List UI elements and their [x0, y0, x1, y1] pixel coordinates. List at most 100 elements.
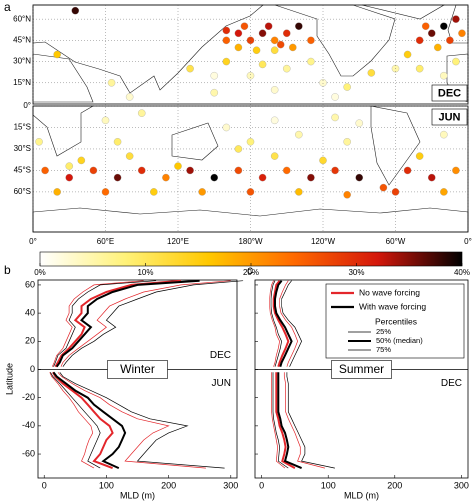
data-dot: [53, 188, 61, 196]
mld-line: [54, 281, 200, 468]
data-dot: [343, 191, 351, 199]
data-dot: [222, 57, 231, 66]
y-tick-label: -40: [22, 420, 35, 430]
data-dot: [137, 166, 146, 175]
south-label: DEC: [441, 378, 462, 389]
data-dot: [276, 40, 285, 49]
data-dot: [295, 188, 303, 196]
data-dot: [240, 22, 249, 30]
y-tick-label: 60°N: [13, 14, 31, 23]
data-dot: [331, 113, 339, 122]
data-dot: [295, 22, 303, 30]
data-dot: [222, 36, 231, 45]
season-title: Winter: [120, 362, 155, 376]
data-dot: [246, 71, 255, 80]
x-tick-label: 200: [387, 480, 402, 490]
map-frame: [32, 105, 469, 233]
season-title-box: [107, 360, 168, 379]
y-tick-label: 60°S: [14, 187, 31, 196]
data-dot: [319, 156, 327, 165]
mld-line: [282, 281, 335, 468]
data-dot: [452, 15, 460, 23]
data-dot: [440, 22, 448, 30]
data-dot: [234, 166, 243, 175]
colorbar-label: 30%: [348, 268, 364, 277]
x-tick-label: 60°W: [386, 237, 406, 246]
land-jun: [32, 105, 469, 233]
data-dot: [270, 36, 279, 45]
data-dot: [234, 43, 243, 52]
data-dot: [71, 6, 80, 15]
x-tick-label: 0: [42, 480, 47, 490]
data-dot: [101, 188, 110, 196]
land: [274, 4, 396, 77]
season-box: [431, 84, 468, 102]
data-dot: [307, 173, 315, 182]
x-axis-label: MLD (m): [120, 490, 155, 500]
mld-line: [274, 281, 295, 468]
y-tick-label: 30°N: [13, 57, 31, 66]
data-dot: [65, 162, 74, 170]
data-dot: [270, 46, 279, 55]
data-dot: [198, 188, 206, 196]
data-dot: [174, 162, 182, 170]
y-tick-label: 15°S: [14, 123, 31, 132]
data-dot: [421, 22, 430, 30]
data-dot: [379, 183, 388, 192]
data-dot: [427, 173, 436, 182]
mld-line: [58, 281, 231, 468]
mld-line: [271, 281, 288, 468]
data-dot: [252, 46, 261, 55]
legend-label: 50% (median): [376, 336, 423, 345]
data-dot: [391, 188, 400, 196]
data-dot: [282, 166, 291, 175]
x-tick-label: 100: [99, 480, 114, 490]
data-dot: [403, 50, 412, 59]
data-dot: [440, 130, 448, 139]
x-tick-label: 0°: [464, 237, 472, 246]
land: [370, 105, 421, 186]
y-axis-label: Latitude: [4, 363, 14, 395]
data-dot: [137, 109, 146, 117]
data-dot: [246, 188, 255, 196]
data-dot: [113, 138, 122, 146]
data-dot: [210, 173, 218, 182]
data-dot: [65, 173, 74, 182]
panel-label: b: [4, 263, 11, 277]
y-tick-label: -60: [22, 448, 35, 458]
data-dot: [210, 88, 218, 97]
data-dot: [440, 188, 448, 196]
data-dot: [458, 29, 466, 38]
x-axis-label: MLD (m): [344, 490, 379, 500]
data-dot: [35, 138, 43, 146]
data-dot: [107, 79, 116, 87]
y-tick-label: 15°N: [13, 78, 31, 87]
data-dot: [186, 64, 194, 73]
data-dot: [53, 50, 61, 59]
land: [171, 122, 219, 161]
season-title: Summer: [339, 362, 384, 376]
y-tick-label: 20: [25, 336, 35, 346]
data-dot: [415, 64, 424, 73]
colorbar-label: 20%: [243, 268, 259, 277]
data-dot: [427, 29, 436, 38]
data-dot: [270, 116, 279, 125]
data-dot: [452, 166, 460, 175]
legend-label: With wave forcing: [359, 301, 426, 311]
y-tick-label: 45°S: [14, 166, 31, 175]
season-label: JUN: [438, 111, 460, 123]
data-dot: [162, 173, 170, 182]
legend-label: No wave forcing: [359, 287, 420, 297]
x-tick-label: 100: [321, 480, 336, 490]
data-dot: [343, 83, 351, 91]
data-dot: [295, 130, 303, 139]
north-label: DEC: [210, 350, 231, 361]
data-dot: [222, 123, 231, 132]
data-dot: [101, 116, 110, 125]
x-tick-label: 300: [454, 480, 469, 490]
data-dot: [264, 22, 273, 30]
data-dot: [355, 119, 363, 127]
data-dot: [125, 93, 134, 101]
data-dot: [150, 188, 158, 196]
season-label: DEC: [438, 87, 461, 99]
